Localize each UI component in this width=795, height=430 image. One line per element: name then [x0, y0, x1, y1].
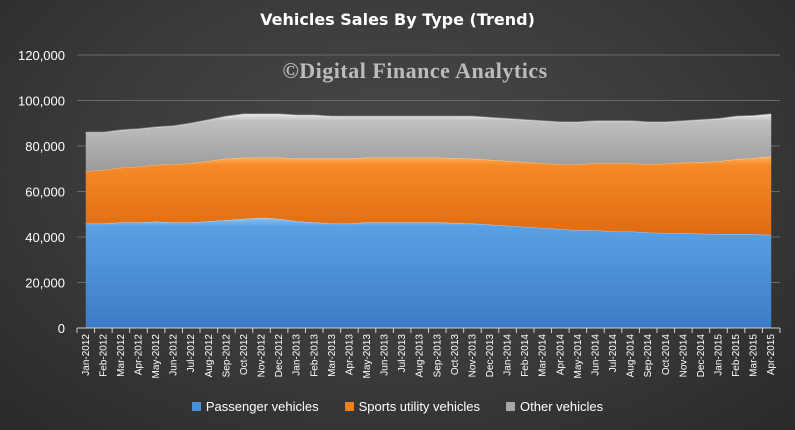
x-tick-label: Apr-2013 — [344, 334, 355, 376]
x-tick-label: Feb-2013 — [309, 334, 320, 377]
x-tick-label: Oct-2013 — [450, 334, 461, 376]
y-tick-label: 80,000 — [25, 139, 65, 154]
x-tick-label: Jul-2014 — [608, 334, 619, 373]
x-tick-label: Sep-2014 — [643, 334, 654, 378]
x-tick-label: Mar-2014 — [538, 334, 549, 377]
x-tick-label: Apr-2012 — [134, 334, 145, 376]
y-axis: 0 20,000 40,000 60,000 80,000 100,000 120,000 — [18, 48, 65, 336]
x-tick-label: Nov-2012 — [257, 334, 268, 378]
x-tick-label: Sep-2013 — [432, 334, 443, 378]
x-tick-label: Mar-2013 — [327, 334, 338, 377]
x-axis: Jan-2012 Feb-2012 Mar-2012 Apr-2012 May-2012… — [76, 327, 781, 379]
legend-label: Sports utility vehicles — [358, 399, 481, 414]
x-tick-label: Nov-2013 — [467, 334, 478, 378]
x-tick-label: Jan-2015 — [713, 334, 724, 376]
x-tick-label: Dec-2014 — [696, 334, 707, 378]
area-series — [85, 113, 772, 328]
x-tick-label: Sep-2012 — [221, 334, 232, 378]
area-other-vehicles-edge — [85, 113, 772, 134]
x-tick-label: Jan-2014 — [503, 334, 514, 376]
x-tick-label: Jun-2013 — [380, 334, 391, 376]
legend-item: Sports utility vehicles — [344, 399, 481, 414]
legend-item: Passenger vehicles — [191, 399, 319, 414]
area-sports-utility-vehicles — [85, 156, 772, 235]
legend-swatch — [344, 402, 354, 411]
chart-title: Vehicles Sales By Type (Trend) — [260, 10, 535, 29]
legend: Passenger vehicles Sports utility vehicle… — [0, 399, 795, 414]
y-tick-label: 0 — [58, 321, 65, 336]
x-tick-label: Apr-2014 — [555, 334, 566, 376]
y-tick-label: 60,000 — [25, 185, 65, 200]
x-tick-label: May-2013 — [362, 334, 373, 379]
x-tick-label: Jan-2012 — [81, 334, 92, 376]
x-tick-label: Mar-2012 — [116, 334, 127, 377]
x-tick-label: Aug-2012 — [204, 334, 215, 378]
x-tick-label: Feb-2015 — [731, 334, 742, 377]
legend-item: Other vehicles — [506, 399, 603, 414]
x-tick-label: May-2014 — [573, 334, 584, 379]
legend-swatch — [191, 402, 201, 411]
y-tick-label: 40,000 — [25, 230, 65, 245]
y-tick-label: 120,000 — [18, 48, 65, 63]
x-tick-label: May-2012 — [151, 334, 162, 379]
x-tick-label: Jun-2014 — [590, 334, 601, 376]
x-tick-label: Oct-2014 — [661, 334, 672, 376]
x-tick-label: Dec-2013 — [485, 334, 496, 378]
legend-label: Other vehicles — [520, 399, 604, 414]
watermark: ©Digital Finance Analytics — [282, 58, 548, 83]
x-tick-label: Aug-2013 — [415, 334, 426, 378]
area-other-vehicles — [85, 114, 772, 172]
y-tick-label: 100,000 — [18, 94, 65, 109]
legend-label: Passenger vehicles — [205, 399, 319, 414]
x-tick-label: Jun-2012 — [169, 334, 180, 376]
x-tick-label: Feb-2012 — [98, 334, 109, 377]
x-tick-label: Mar-2015 — [749, 334, 760, 377]
x-tick-label: Apr-2015 — [766, 334, 777, 376]
x-tick-label: Aug-2014 — [626, 334, 637, 378]
x-tick-label: Jul-2012 — [186, 334, 197, 373]
x-tick-label: Dec-2012 — [274, 334, 285, 378]
x-tick-label: Nov-2014 — [678, 334, 689, 378]
x-tick-label: Jan-2013 — [292, 334, 303, 376]
legend-swatch — [506, 402, 516, 411]
x-tick-label: Jul-2013 — [397, 334, 408, 373]
x-tick-label: Oct-2012 — [239, 334, 250, 376]
area-passenger-vehicles — [85, 217, 772, 328]
y-tick-label: 20,000 — [25, 276, 65, 291]
x-tick-label: Feb-2014 — [520, 334, 531, 377]
